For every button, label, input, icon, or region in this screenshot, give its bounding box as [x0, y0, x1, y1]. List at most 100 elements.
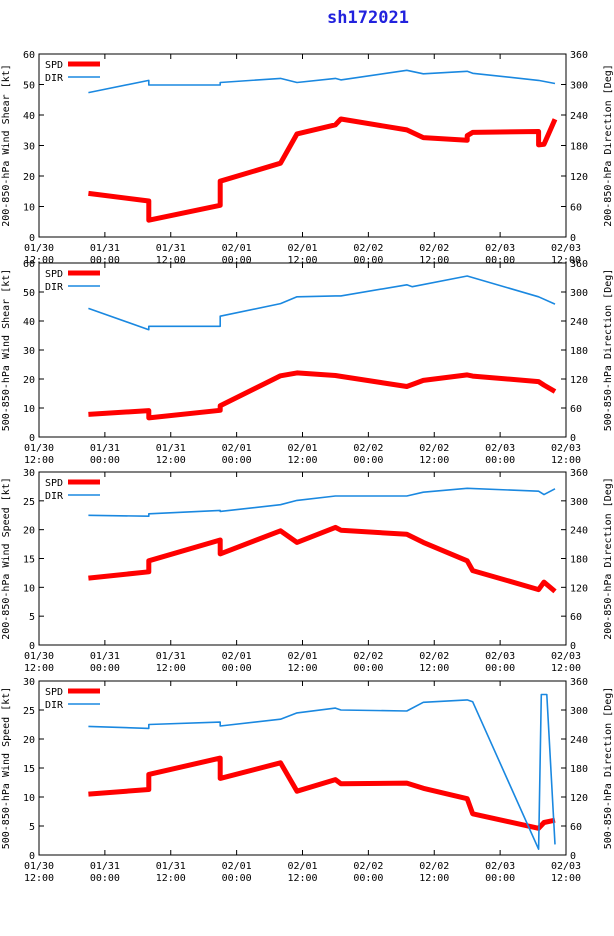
y-tick-label: 15	[23, 764, 35, 775]
series-line-spd	[88, 755, 556, 831]
x-tick-time: 12:00	[156, 663, 186, 674]
legend-label-dir: DIR	[45, 282, 64, 293]
y2-tick-label: 240	[570, 735, 588, 746]
y-tick-label: 25	[23, 497, 35, 508]
x-tick-time: 12:00	[24, 455, 54, 466]
x-tick-date: 01/31	[90, 861, 120, 872]
y-tick-label: 5	[29, 822, 35, 833]
x-tick-date: 02/01	[287, 651, 317, 662]
x-tick-time: 00:00	[485, 255, 515, 266]
x-tick-time: 00:00	[222, 255, 252, 266]
y-tick-label: 40	[23, 317, 35, 328]
x-tick-date: 02/03	[485, 651, 515, 662]
x-tick-time: 12:00	[419, 455, 449, 466]
x-tick-date: 02/01	[287, 861, 317, 872]
x-tick-time: 00:00	[353, 663, 383, 674]
x-tick-time: 00:00	[222, 663, 252, 674]
x-tick-date: 02/01	[287, 443, 317, 454]
x-tick-date: 02/02	[353, 861, 383, 872]
series-line-dir	[88, 69, 556, 94]
y2-tick-label: 300	[570, 706, 588, 717]
chart-panel-1: 010203040506006012018024030036001/3012:0…	[1, 50, 614, 266]
x-tick-time: 12:00	[156, 873, 186, 884]
y2-tick-label: 300	[570, 81, 588, 92]
y2-tick-label: 360	[570, 677, 588, 688]
plot-frame	[38, 471, 567, 646]
x-tick-time: 00:00	[485, 873, 515, 884]
x-tick-date: 02/03	[551, 443, 581, 454]
x-tick-time: 00:00	[222, 455, 252, 466]
y-axis-label: 200-850-hPa Wind Shear [kt]	[1, 64, 12, 227]
legend-label-spd: SPD	[45, 687, 63, 698]
y2-axis-label: 200-850-hPa Direction [Deg]	[603, 64, 614, 227]
y2-tick-label: 120	[570, 172, 588, 183]
y-axis-label: 500-850-hPa Wind Shear [kt]	[1, 269, 12, 432]
x-tick-date: 02/03	[551, 651, 581, 662]
y2-tick-label: 360	[570, 50, 588, 61]
legend-label-dir: DIR	[45, 700, 64, 711]
y2-tick-label: 60	[570, 203, 582, 214]
x-tick-date: 02/02	[419, 243, 449, 254]
x-tick-date: 02/02	[353, 243, 383, 254]
x-tick-time: 12:00	[24, 255, 54, 266]
x-tick-date: 01/31	[90, 243, 120, 254]
y-tick-label: 50	[23, 81, 35, 92]
x-tick-time: 12:00	[419, 873, 449, 884]
x-tick-time: 12:00	[551, 663, 581, 674]
x-tick-date: 01/30	[24, 861, 54, 872]
y2-tick-label: 180	[570, 764, 588, 775]
y2-tick-label: 60	[570, 612, 582, 623]
x-tick-time: 12:00	[419, 663, 449, 674]
y2-tick-label: 300	[570, 497, 588, 508]
x-tick-date: 02/02	[419, 443, 449, 454]
y-tick-label: 20	[23, 526, 35, 537]
x-tick-time: 12:00	[287, 455, 317, 466]
x-tick-date: 02/03	[485, 243, 515, 254]
x-tick-date: 02/01	[287, 243, 317, 254]
x-tick-date: 02/03	[551, 243, 581, 254]
y2-tick-label: 60	[570, 822, 582, 833]
chart-panel-4: 05101520253006012018024030036001/3012:00…	[1, 677, 614, 884]
x-tick-date: 02/01	[222, 861, 252, 872]
x-tick-date: 02/02	[353, 651, 383, 662]
x-tick-date: 02/03	[485, 443, 515, 454]
x-tick-time: 12:00	[287, 663, 317, 674]
x-tick-time: 00:00	[222, 873, 252, 884]
y2-tick-label: 0	[570, 851, 576, 862]
x-tick-date: 02/01	[222, 443, 252, 454]
legend-label-spd: SPD	[45, 60, 63, 71]
y2-axis-label: 200-850-hPa Direction [Deg]	[603, 477, 614, 640]
x-tick-date: 02/03	[485, 861, 515, 872]
y-tick-label: 20	[23, 375, 35, 386]
y-tick-label: 25	[23, 706, 35, 717]
x-tick-time: 00:00	[485, 455, 515, 466]
y-tick-label: 15	[23, 555, 35, 566]
y-tick-label: 60	[23, 259, 35, 270]
y-axis-label: 200-850-hPa Wind Speed [kt]	[1, 477, 12, 640]
x-tick-time: 12:00	[24, 873, 54, 884]
y-tick-label: 50	[23, 288, 35, 299]
x-tick-time: 12:00	[156, 455, 186, 466]
x-tick-date: 02/01	[222, 243, 252, 254]
x-tick-time: 00:00	[353, 455, 383, 466]
y-tick-label: 30	[23, 468, 35, 479]
x-tick-date: 01/30	[24, 443, 54, 454]
y2-tick-label: 0	[570, 233, 576, 244]
series-line-spd	[88, 524, 557, 594]
x-tick-time: 00:00	[90, 255, 120, 266]
x-tick-time: 00:00	[90, 455, 120, 466]
y-tick-label: 30	[23, 677, 35, 688]
x-tick-time: 00:00	[90, 663, 120, 674]
y2-tick-label: 60	[570, 404, 582, 415]
legend: SPD DIR	[45, 478, 100, 502]
x-tick-date: 02/02	[419, 651, 449, 662]
legend: SPD DIR	[45, 687, 100, 711]
y2-tick-label: 240	[570, 317, 588, 328]
x-tick-time: 00:00	[90, 873, 120, 884]
y2-tick-label: 180	[570, 555, 588, 566]
x-tick-time: 12:00	[551, 255, 581, 266]
y2-tick-label: 240	[570, 526, 588, 537]
y-tick-label: 0	[29, 433, 35, 444]
y2-tick-label: 360	[570, 468, 588, 479]
